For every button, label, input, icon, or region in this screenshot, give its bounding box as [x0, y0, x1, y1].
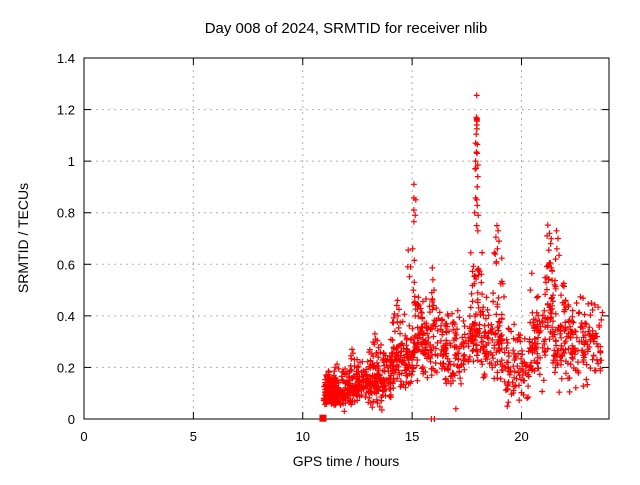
axis-tick-labels: 0 5 10 15 20 0 0.2 0.4 0.6 0.8 1 1.2 1.4 — [57, 51, 529, 444]
y-tick-label: 1 — [68, 154, 75, 169]
x-tick-label: 0 — [80, 429, 87, 444]
y-axis-label: SRMTID / TECUs — [15, 183, 31, 293]
x-tick-label: 15 — [405, 429, 419, 444]
y-tick-label: 1.2 — [57, 103, 75, 118]
y-tick-label: 1.4 — [57, 51, 75, 66]
x-tick-label: 10 — [296, 429, 310, 444]
zero-value-square-marker — [319, 414, 327, 422]
x-axis-label: GPS time / hours — [293, 453, 400, 469]
y-tick-label: 0.2 — [57, 360, 75, 375]
y-tick-label: 0.6 — [57, 257, 75, 272]
data-points — [319, 92, 606, 422]
y-tick-label: 0.4 — [57, 309, 75, 324]
plot-frame — [83, 57, 610, 420]
y-tick-label: 0.8 — [57, 206, 75, 221]
scatter-points-srmtid — [320, 92, 606, 422]
x-tick-label: 20 — [514, 429, 528, 444]
x-tick-label: 5 — [190, 429, 197, 444]
y-tick-label: 0 — [68, 412, 75, 427]
chart-title: Day 008 of 2024, SRMTID for receiver nli… — [205, 20, 488, 37]
